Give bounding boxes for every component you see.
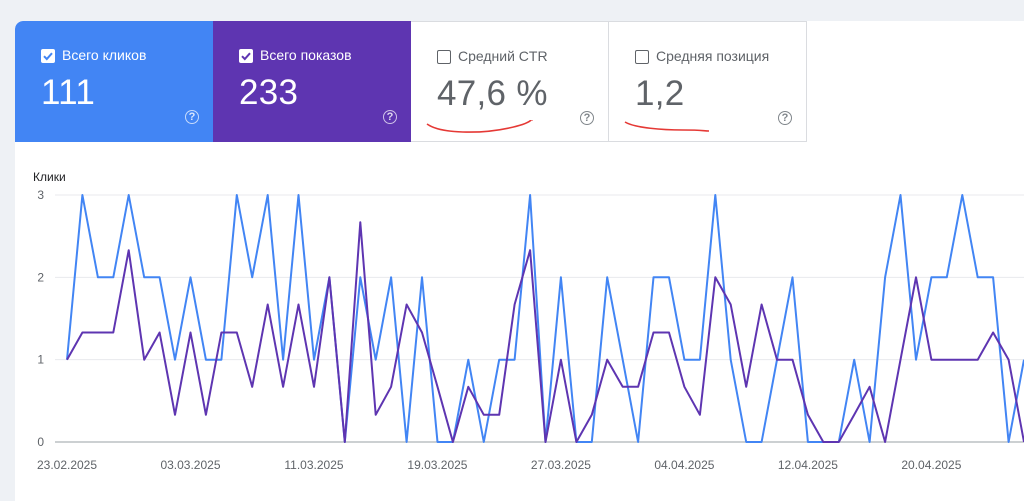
metric-card-position[interactable]: Средняя позиция 1,2 ? — [609, 21, 807, 142]
y-tick-label: 1 — [37, 353, 44, 367]
help-icon[interactable]: ? — [383, 110, 397, 124]
checkbox-unchecked-icon[interactable] — [635, 50, 649, 64]
metric-value: 1,2 — [635, 74, 685, 113]
metric-card-ctr[interactable]: Средний CTR 47,6 % ? — [411, 21, 609, 142]
checkbox-checked-icon[interactable] — [41, 49, 55, 63]
metric-card-impressions[interactable]: Всего показов 233 ? — [213, 21, 411, 142]
series-line-clicks — [66, 194, 1024, 443]
metric-value: 111 — [41, 73, 96, 112]
metric-label: Всего кликов — [62, 47, 147, 63]
metric-label: Средняя позиция — [656, 48, 770, 64]
y-axis-label: Клики — [33, 170, 66, 184]
x-tick-label: 27.03.2025 — [531, 458, 591, 472]
metric-value: 233 — [239, 73, 299, 112]
checkbox-unchecked-icon[interactable] — [437, 50, 451, 64]
x-tick-label: 20.04.2025 — [901, 458, 961, 472]
x-tick-label: 11.03.2025 — [284, 458, 343, 472]
metric-cards: Всего кликов 111 ? Всего показов 233 ? С… — [15, 21, 807, 142]
underline-annotation — [426, 120, 533, 133]
help-icon[interactable]: ? — [778, 111, 792, 125]
performance-panel: Всего кликов 111 ? Всего показов 233 ? С… — [15, 21, 1024, 501]
metric-label: Средний CTR — [458, 48, 548, 64]
checkbox-checked-icon[interactable] — [239, 49, 253, 63]
help-icon[interactable]: ? — [185, 110, 199, 124]
y-tick-label: 3 — [37, 188, 44, 202]
y-tick-label: 2 — [37, 270, 44, 284]
metric-value: 47,6 % — [437, 74, 548, 113]
underline-annotation — [624, 121, 710, 132]
x-tick-label: 23.02.2025 — [37, 458, 97, 472]
metric-card-clicks[interactable]: Всего кликов 111 ? — [15, 21, 213, 142]
x-tick-label: 03.03.2025 — [160, 458, 220, 472]
metric-label: Всего показов — [260, 47, 352, 63]
x-tick-label: 04.04.2025 — [654, 458, 714, 472]
help-icon[interactable]: ? — [580, 111, 594, 125]
y-tick-label: 0 — [37, 435, 44, 449]
x-tick-label: 12.04.2025 — [778, 458, 838, 472]
x-tick-label: 19.03.2025 — [407, 458, 467, 472]
series-line-impressions — [66, 221, 1024, 443]
